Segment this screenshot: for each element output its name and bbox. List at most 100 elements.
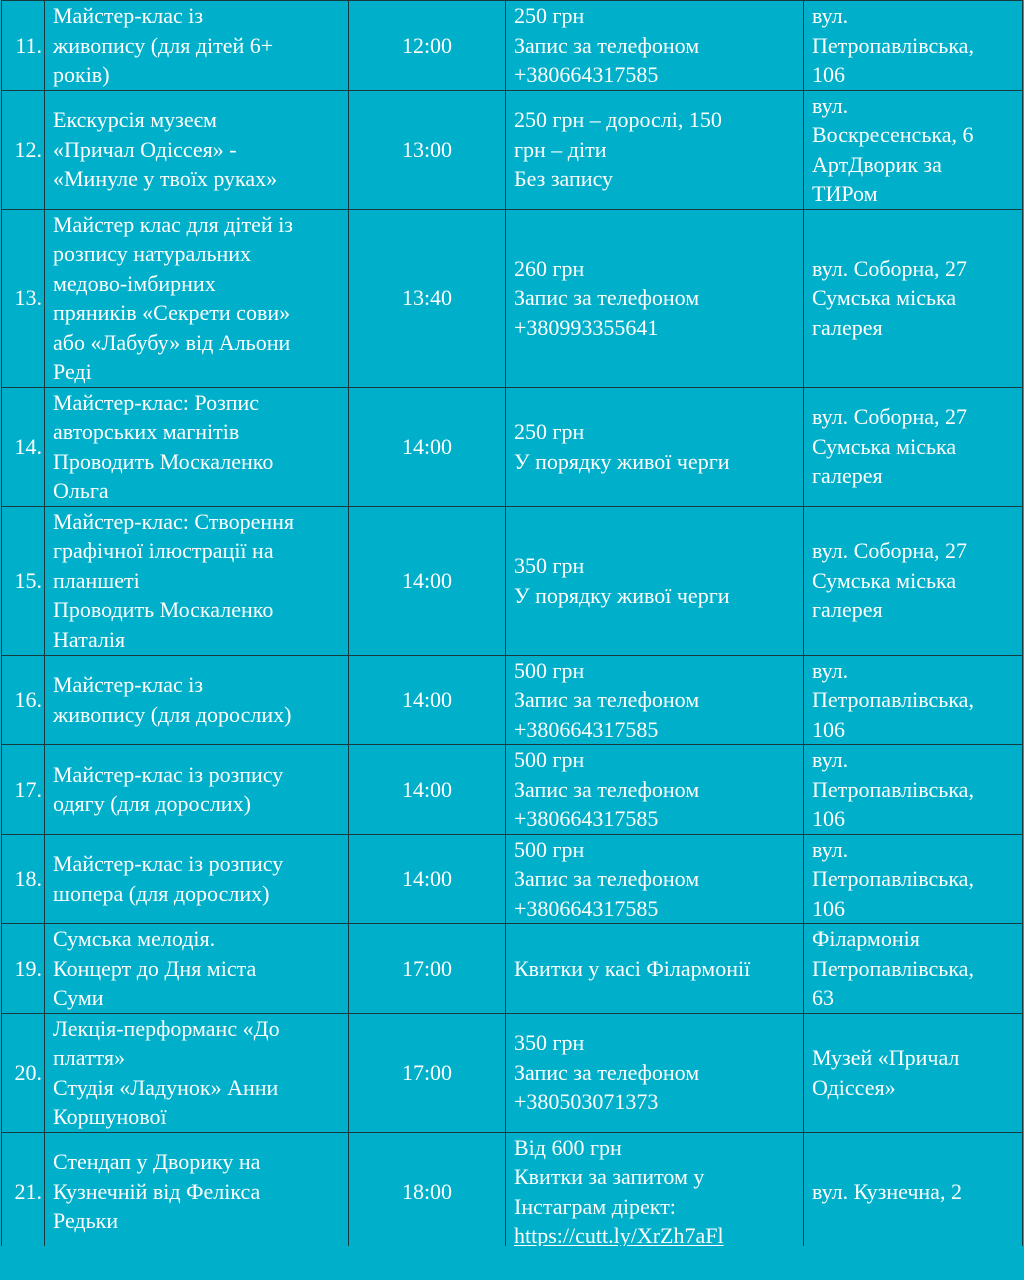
address-line: Воскресенська, 6: [812, 122, 974, 147]
address-cell: вул. Соборна, 27 Сумська міська галерея: [803, 386, 1023, 507]
event-line: Майстер-клас: Розпис: [53, 389, 260, 415]
event-cell: Майстер-клас із розпису шопера (для дорос…: [44, 833, 349, 924]
price-line: Запис за телефоном: [514, 1059, 700, 1085]
row-number: 20.: [1, 1012, 45, 1133]
address-cell: вул. Соборна, 27 Сумська міська галерея: [803, 505, 1023, 656]
event-cell: Екскурсія музеєм «Причал Одіссея» - «Минул…: [44, 89, 349, 210]
events-table-body: 11. Майстер-клас із живопису (для дітей 6+…: [1, 0, 1023, 1252]
address-line: Сумська міська: [812, 433, 957, 459]
price-line: 350 грн: [514, 1030, 585, 1056]
price-line: Квитки за запитом у: [514, 1164, 705, 1189]
address-cell: вул. Петропавлівська, 106: [803, 833, 1023, 924]
address-line: вул.: [812, 657, 849, 683]
price-cell: 500 грн Запис за телефоном +380664317585: [505, 744, 804, 835]
address-cell: вул. Петропавлівська, 106: [803, 744, 1023, 835]
address-cell: вул. Соборна, 27 Сумська міська галерея: [803, 208, 1023, 388]
price-line: +380664317585: [514, 806, 659, 831]
table-row: 14. Майстер-клас: Розпис авторських магніт…: [1, 386, 1023, 507]
table-row: 20. Лекція-перформанс «До плаття» Студія «Л…: [1, 1012, 1023, 1133]
address-cell: Музей «Причал Одіссея»: [803, 1012, 1023, 1133]
row-number: 17.: [1, 744, 45, 835]
event-line: Майстер клас для дітей із: [53, 211, 293, 237]
time-cell: 14:00: [348, 744, 506, 835]
price-line: 500 грн: [514, 836, 585, 862]
row-number: 13.: [1, 208, 45, 388]
address-line: 106: [812, 716, 845, 742]
address-cell: Філармонія Петропавлівська, 63: [803, 923, 1023, 1014]
time-cell: 17:00: [348, 923, 506, 1014]
table-row: 17. Майстер-клас із розпису одягу (для дор…: [1, 744, 1023, 835]
time-cell: 14:00: [348, 654, 506, 745]
price-line: 250 грн – дорослі, 150: [514, 107, 722, 133]
time-cell: 14:00: [348, 386, 506, 507]
event-line: Лекція-перформанс «До: [53, 1015, 280, 1041]
events-table: 11. Майстер-клас із живопису (для дітей 6+…: [1, 0, 1023, 1252]
row-number: 19.: [1, 923, 45, 1014]
price-line: 250 грн: [514, 419, 585, 444]
time-cell: 13:00: [348, 89, 506, 210]
address-line: вул.: [812, 747, 849, 772]
event-line: Коршунової: [53, 1104, 167, 1129]
row-number: 14.: [1, 386, 45, 507]
event-cell: Лекція-перформанс «До плаття» Студія «Ладу…: [44, 1012, 349, 1133]
price-line: Запис за телефоном: [514, 687, 700, 712]
event-line: «Минуле у твоїх руках»: [53, 166, 278, 192]
row-number: 11.: [1, 0, 45, 91]
price-cell: 250 грн У порядку живої черги: [505, 386, 804, 507]
price-cell: Квитки у касі Філармонії: [505, 923, 804, 1014]
price-line: Запис за телефоном: [514, 32, 700, 58]
event-line: Проводить Москаленко: [53, 448, 274, 474]
event-line: Стендап у Дворику на: [53, 1149, 261, 1175]
address-line: 106: [812, 895, 845, 921]
event-cell: Майстер клас для дітей із розпису натурал…: [44, 208, 349, 388]
time-cell: 14:00: [348, 833, 506, 924]
address-cell: вул. Кузнечна, 2: [803, 1131, 1023, 1252]
event-cell: Майстер-клас із живопису (для дорослих): [44, 654, 349, 745]
event-line: років): [53, 62, 110, 87]
address-line: вул.: [812, 836, 849, 862]
price-line: Від 600 грн: [514, 1134, 622, 1160]
price-cell: 260 грн Запис за телефоном +380993355641: [505, 208, 804, 388]
event-line: Екскурсія музеєм: [53, 107, 217, 133]
time-cell: 13:40: [348, 208, 506, 388]
table-row: 19. Сумська мелодія. Концерт до Дня міста С…: [1, 923, 1023, 1014]
price-line: +380664317585: [514, 62, 659, 87]
address-line: Петропавлівська,: [812, 32, 974, 58]
event-line: Майстер-клас із: [53, 3, 204, 28]
event-cell: Майстер-клас із живопису (для дітей 6+ рок…: [44, 0, 349, 91]
event-line: Майстер-клас із розпису: [53, 761, 284, 787]
event-line: медово-імбирних: [53, 270, 216, 296]
event-line: «Причал Одіссея» -: [53, 136, 237, 162]
price-line: У порядку живої черги: [514, 582, 730, 608]
address-cell: вул. Петропавлівська, 106: [803, 0, 1023, 91]
event-line: Редьки: [53, 1208, 119, 1234]
row-number: 15.: [1, 505, 45, 656]
address-line: Петропавлівська,: [812, 866, 974, 891]
price-line: Запис за телефоном: [514, 776, 700, 802]
event-line: авторських магнітів: [53, 419, 240, 444]
event-line: Ольга: [53, 478, 109, 503]
ticket-link[interactable]: https://cutt.ly/XrZh7aFl: [514, 1223, 724, 1248]
price-cell: 250 грн Запис за телефоном +380664317585: [505, 0, 804, 91]
address-line: галерея: [812, 314, 883, 340]
event-cell: Стендап у Дворику на Кузнечній від Фелікс…: [44, 1131, 349, 1252]
price-line: Квитки у касі Філармонії: [514, 955, 751, 981]
event-cell: Сумська мелодія. Концерт до Дня міста Суми: [44, 923, 349, 1014]
event-line: Реді: [53, 359, 92, 384]
price-line: грн – діти: [514, 136, 607, 162]
address-line: Петропавлівська,: [812, 955, 974, 981]
price-cell: 500 грн Запис за телефоном +380664317585: [505, 654, 804, 745]
event-line: пряників «Секрети сови»: [53, 300, 291, 325]
row-number: 12.: [1, 89, 45, 210]
address-cell: вул. Воскресенська, 6 АртДворик за ТИРом: [803, 89, 1023, 210]
price-line: +380664317585: [514, 895, 659, 921]
event-line: Майстер-клас із розпису: [53, 851, 284, 877]
address-line: вул. Кузнечна, 2: [812, 1178, 962, 1204]
event-line: Наталія: [53, 626, 126, 652]
price-line: Інстаграм дірект:: [514, 1193, 676, 1219]
address-line: вул. Соборна, 27: [812, 255, 968, 281]
address-line: 63: [812, 985, 834, 1010]
event-line: Проводить Москаленко: [53, 597, 274, 623]
table-row: 18. Майстер-клас із розпису шопера (для до…: [1, 833, 1023, 924]
address-line: вул.: [812, 92, 849, 118]
